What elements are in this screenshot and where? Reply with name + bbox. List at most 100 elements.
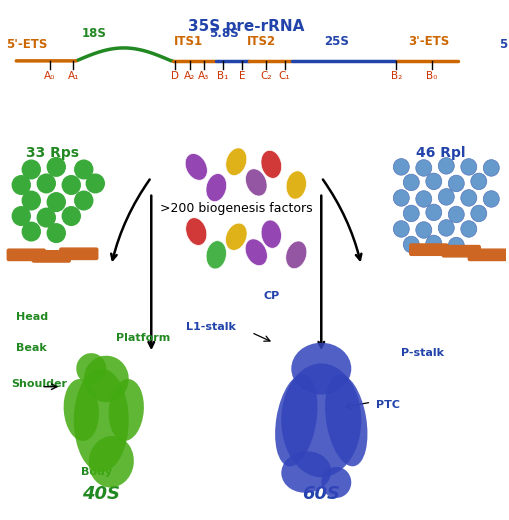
Circle shape: [403, 236, 418, 253]
Text: CP: CP: [263, 291, 279, 301]
Ellipse shape: [286, 171, 306, 199]
Text: C₁: C₁: [278, 71, 290, 81]
Text: PTC: PTC: [376, 400, 400, 410]
Ellipse shape: [185, 218, 206, 245]
Ellipse shape: [285, 241, 306, 269]
Text: B₁: B₁: [217, 71, 228, 81]
Text: Platform: Platform: [116, 333, 170, 343]
Text: 46 Rpl: 46 Rpl: [415, 146, 465, 160]
Text: 25S: 25S: [323, 35, 348, 48]
Circle shape: [425, 173, 441, 190]
Ellipse shape: [225, 148, 246, 176]
Circle shape: [447, 206, 463, 223]
Text: 3'-ETS: 3'-ETS: [407, 35, 448, 48]
Ellipse shape: [324, 374, 367, 466]
Ellipse shape: [89, 436, 133, 488]
Text: ITS1: ITS1: [174, 35, 203, 48]
Circle shape: [447, 175, 463, 192]
Ellipse shape: [245, 239, 267, 266]
Text: Beak: Beak: [16, 343, 47, 353]
Text: 5.8S: 5.8S: [209, 27, 238, 40]
Circle shape: [447, 237, 463, 254]
Text: A₁: A₁: [68, 71, 79, 81]
Ellipse shape: [281, 451, 331, 493]
Text: B₀: B₀: [426, 71, 437, 81]
Circle shape: [415, 222, 431, 238]
Text: E: E: [238, 71, 245, 81]
FancyBboxPatch shape: [7, 249, 45, 261]
Circle shape: [470, 173, 486, 190]
Text: 5'-ETS: 5'-ETS: [6, 37, 47, 50]
Circle shape: [437, 158, 454, 174]
Circle shape: [483, 191, 498, 207]
Text: 18S: 18S: [81, 27, 106, 40]
Circle shape: [415, 191, 431, 207]
Ellipse shape: [291, 343, 351, 395]
Text: Body: Body: [81, 467, 112, 477]
Ellipse shape: [185, 153, 207, 180]
Circle shape: [22, 160, 40, 179]
Circle shape: [12, 176, 30, 194]
Circle shape: [437, 219, 454, 236]
FancyBboxPatch shape: [467, 249, 505, 261]
Circle shape: [403, 174, 418, 191]
Ellipse shape: [274, 374, 317, 466]
Circle shape: [460, 220, 476, 237]
Circle shape: [75, 160, 93, 179]
Circle shape: [62, 176, 80, 194]
Ellipse shape: [108, 379, 144, 441]
Text: ITS2: ITS2: [246, 35, 275, 48]
Text: A₂: A₂: [184, 71, 195, 81]
Text: A₃: A₃: [198, 71, 209, 81]
Circle shape: [460, 190, 476, 206]
Circle shape: [86, 174, 104, 193]
Text: D: D: [171, 71, 179, 81]
Circle shape: [62, 207, 80, 225]
FancyBboxPatch shape: [409, 244, 447, 255]
Circle shape: [483, 160, 498, 176]
Circle shape: [37, 209, 55, 227]
Ellipse shape: [206, 174, 226, 202]
FancyBboxPatch shape: [441, 245, 479, 257]
Text: 5: 5: [498, 37, 506, 50]
Circle shape: [37, 174, 55, 193]
Text: Head: Head: [16, 312, 48, 322]
Ellipse shape: [245, 169, 267, 196]
Circle shape: [403, 205, 418, 222]
Ellipse shape: [206, 241, 226, 269]
Circle shape: [437, 189, 454, 205]
Text: >200 biogenesis factors: >200 biogenesis factors: [160, 202, 312, 215]
Ellipse shape: [83, 356, 128, 402]
Circle shape: [425, 235, 441, 252]
FancyBboxPatch shape: [32, 251, 70, 262]
Text: C₂: C₂: [260, 71, 271, 81]
Ellipse shape: [74, 369, 128, 472]
Ellipse shape: [321, 467, 351, 498]
Text: 40S: 40S: [82, 485, 120, 503]
Circle shape: [392, 220, 409, 237]
Text: 60S: 60S: [302, 485, 340, 503]
Circle shape: [392, 190, 409, 206]
Circle shape: [392, 159, 409, 175]
Circle shape: [22, 222, 40, 241]
Text: 33 Rps: 33 Rps: [26, 146, 79, 160]
Text: A₀: A₀: [44, 71, 55, 81]
Circle shape: [75, 191, 93, 210]
FancyBboxPatch shape: [60, 248, 98, 259]
Text: 35S pre-rRNA: 35S pre-rRNA: [188, 19, 304, 34]
Circle shape: [415, 160, 431, 176]
Circle shape: [460, 159, 476, 175]
Text: B₂: B₂: [390, 71, 401, 81]
Circle shape: [22, 191, 40, 210]
Circle shape: [12, 207, 30, 225]
Ellipse shape: [281, 363, 360, 477]
Circle shape: [425, 204, 441, 220]
Ellipse shape: [64, 379, 99, 441]
Circle shape: [47, 224, 65, 242]
Circle shape: [47, 158, 65, 176]
Circle shape: [470, 205, 486, 222]
Text: L1-stalk: L1-stalk: [186, 322, 236, 332]
Ellipse shape: [225, 223, 246, 250]
Text: P-stalk: P-stalk: [401, 348, 443, 358]
Ellipse shape: [261, 220, 281, 248]
